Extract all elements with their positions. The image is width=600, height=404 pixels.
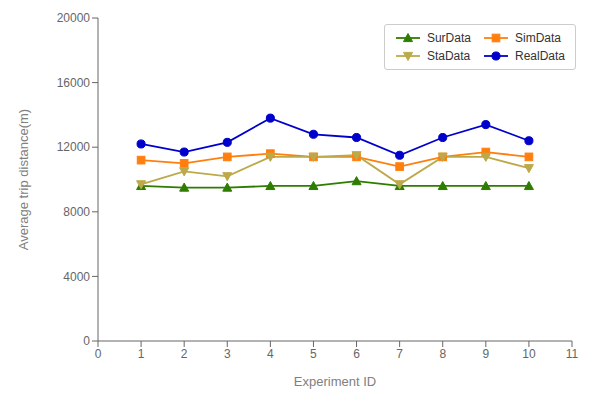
svg-text:8000: 8000: [63, 205, 90, 219]
svg-text:4: 4: [267, 347, 274, 361]
html-text:SurData: SurData: [426, 31, 471, 45]
svg-text:7: 7: [396, 347, 403, 361]
svg-text:0: 0: [83, 334, 90, 348]
svg-text:5: 5: [310, 347, 317, 361]
svg-text:8: 8: [439, 347, 446, 361]
svg-text:9: 9: [482, 347, 489, 361]
svg-text:20000: 20000: [57, 11, 91, 25]
svg-text:12000: 12000: [57, 140, 91, 154]
svg-text:Experiment ID: Experiment ID: [294, 374, 376, 389]
svg-text:0: 0: [95, 347, 102, 361]
svg-text:Average trip distance(m): Average trip distance(m): [16, 109, 31, 250]
svg-text:10: 10: [522, 347, 536, 361]
svg-text:3: 3: [224, 347, 231, 361]
svg-text:6: 6: [353, 347, 360, 361]
svg-text:1: 1: [138, 347, 145, 361]
svg-text:2: 2: [181, 347, 188, 361]
svg-text:11: 11: [566, 347, 579, 361]
html-text:SimData: SimData: [515, 31, 561, 45]
svg-text:4000: 4000: [63, 270, 90, 284]
html-text:RealData: RealData: [515, 49, 565, 63]
html-text:StaData: StaData: [426, 49, 471, 63]
svg-text:16000: 16000: [57, 76, 91, 90]
